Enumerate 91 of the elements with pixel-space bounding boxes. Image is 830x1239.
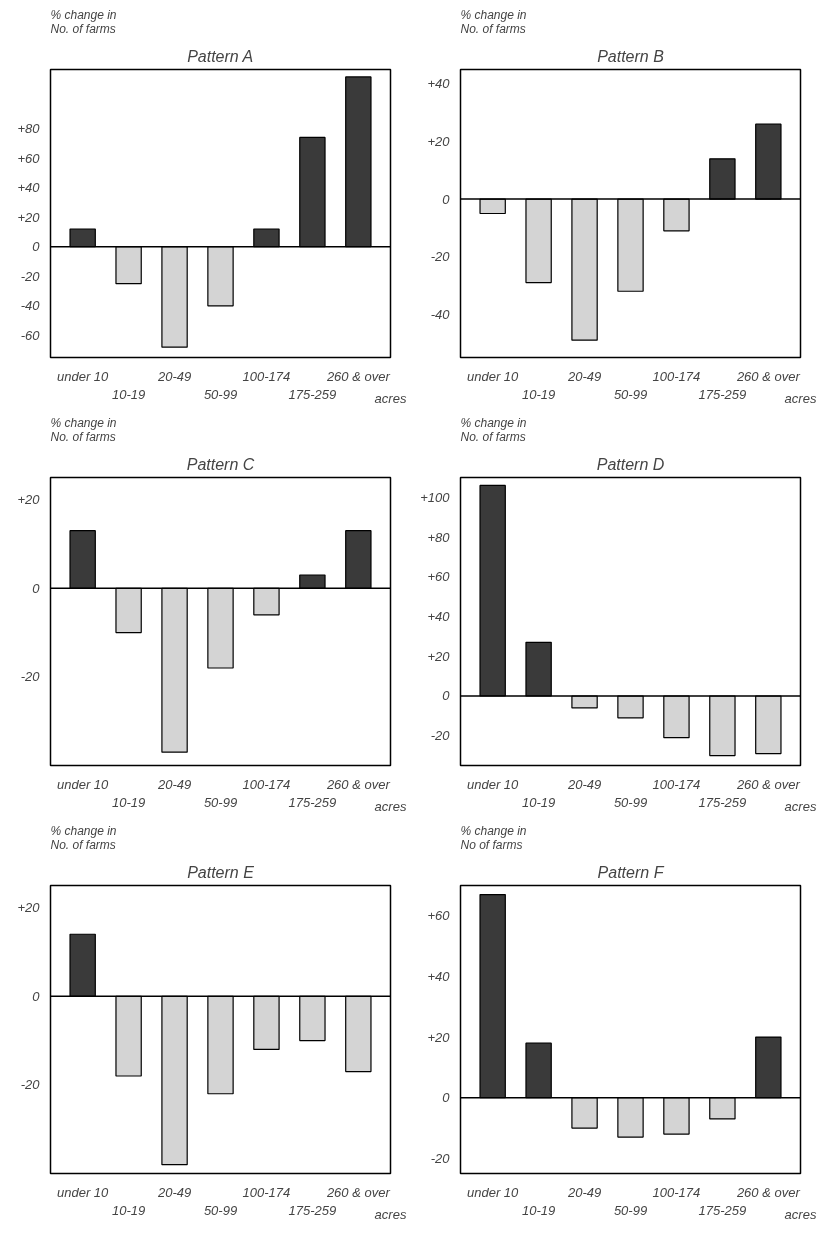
x-tick-label: 10-19: [111, 794, 146, 810]
x-tick-label: 100-174: [242, 368, 291, 384]
x-tick-label: 175-259: [288, 794, 337, 810]
y-tick-label: -20: [430, 249, 451, 265]
x-tick-label: 20-49: [566, 368, 602, 384]
y-tick-label: +80: [427, 529, 451, 545]
x-tick-label: 100-174: [242, 776, 291, 792]
y-tick-label: +100: [420, 489, 451, 505]
x-tick-label: under 10: [57, 776, 110, 792]
x-tick-label: under 10: [467, 776, 520, 792]
y-tick-label: -40: [20, 298, 41, 314]
x-tick-label: 100-174: [652, 368, 701, 384]
y-tick-label: -20: [20, 268, 41, 284]
x-tick-label: 260 & over: [735, 368, 801, 384]
y-tick-label: -20: [430, 1150, 451, 1166]
y-tick-label: +40: [427, 609, 451, 625]
x-tick-label: 20-49: [156, 1184, 192, 1200]
x-tick-label: 50-99: [613, 386, 648, 402]
x-tick-label: 10-19: [111, 1202, 146, 1218]
x-tick-label: 175-259: [288, 386, 337, 402]
x-tick-label: 175-259: [698, 794, 747, 810]
x-tick-label: 20-49: [566, 1184, 602, 1200]
x-tick-label: under 10: [467, 1184, 520, 1200]
y-axis-title: % change in No of farms: [460, 823, 527, 852]
x-tick-label: 10-19: [111, 386, 146, 402]
y-tick-label: 0: [32, 239, 41, 255]
y-tick-label: 0: [442, 688, 451, 704]
chart-title: Pattern B: [597, 47, 665, 65]
y-tick-label: 0: [442, 1090, 451, 1106]
y-tick-label: +60: [427, 569, 451, 585]
x-tick-label: 100-174: [652, 776, 701, 792]
x-tick-label: 50-99: [203, 794, 238, 810]
y-tick-label: +40: [17, 180, 41, 196]
y-tick-label: +40: [427, 76, 451, 92]
y-tick-label: +60: [17, 150, 41, 166]
chart-title: Pattern C: [186, 455, 255, 473]
x-axis-title: acres: [374, 390, 407, 406]
y-tick-label: 0: [32, 580, 41, 596]
x-tick-label: 260 & over: [325, 1184, 391, 1200]
y-tick-label: +20: [427, 1029, 451, 1045]
y-tick-label: -40: [430, 306, 451, 322]
x-tick-label: 10-19: [521, 794, 556, 810]
chart-title: Pattern A: [187, 47, 254, 65]
y-axis-title: % change in No. of farms: [460, 415, 527, 444]
y-tick-label: 0: [32, 988, 41, 1004]
x-tick-label: 50-99: [203, 386, 238, 402]
x-tick-label: 50-99: [203, 1202, 238, 1218]
chart-title: Pattern F: [597, 863, 665, 881]
y-tick-label: -20: [20, 669, 41, 685]
x-tick-label: 50-99: [613, 1202, 648, 1218]
x-tick-label: 100-174: [242, 1184, 291, 1200]
x-tick-label: under 10: [57, 1184, 110, 1200]
x-tick-label: 175-259: [698, 386, 747, 402]
x-tick-label: 20-49: [156, 368, 192, 384]
y-axis-title: % change in No. of farms: [50, 823, 117, 852]
y-axis-title: % change in No. of farms: [50, 415, 117, 444]
y-tick-label: +20: [17, 209, 41, 225]
x-axis-title: acres: [784, 1206, 817, 1222]
x-tick-label: 20-49: [156, 776, 192, 792]
x-tick-label: 20-49: [566, 776, 602, 792]
y-tick-label: +20: [427, 134, 451, 149]
y-tick-label: 0: [442, 191, 451, 207]
x-axis-title: acres: [784, 798, 817, 814]
x-tick-label: 10-19: [521, 1202, 556, 1218]
x-tick-label: under 10: [467, 368, 520, 384]
y-tick-label: +40: [427, 968, 451, 984]
y-tick-label: +80: [17, 121, 41, 137]
y-tick-label: -20: [20, 1077, 41, 1093]
x-tick-label: under 10: [57, 368, 110, 384]
x-tick-label: 50-99: [613, 794, 648, 810]
x-tick-label: 100-174: [652, 1184, 701, 1200]
x-tick-label: 175-259: [288, 1202, 337, 1218]
y-tick-label: -20: [430, 728, 451, 744]
y-tick-label: +20: [17, 492, 41, 508]
y-tick-label: +20: [427, 648, 451, 664]
x-axis-title: acres: [374, 1206, 407, 1222]
y-axis-title: % change in No. of farms: [460, 7, 527, 36]
x-tick-label: 260 & over: [735, 776, 801, 792]
x-tick-label: 260 & over: [325, 368, 391, 384]
x-axis-title: acres: [374, 798, 407, 814]
chart-title: Pattern E: [187, 863, 255, 881]
x-axis-title: acres: [784, 390, 817, 406]
y-tick-label: +60: [427, 908, 451, 924]
x-tick-label: 175-259: [698, 1202, 747, 1218]
x-tick-label: 260 & over: [735, 1184, 801, 1200]
x-tick-label: 260 & over: [325, 776, 391, 792]
y-tick-label: -60: [20, 327, 41, 343]
y-axis-title: % change in No. of farms: [50, 7, 117, 36]
y-tick-label: +20: [17, 900, 41, 916]
chart-title: Pattern D: [596, 455, 665, 473]
x-tick-label: 10-19: [521, 386, 556, 402]
